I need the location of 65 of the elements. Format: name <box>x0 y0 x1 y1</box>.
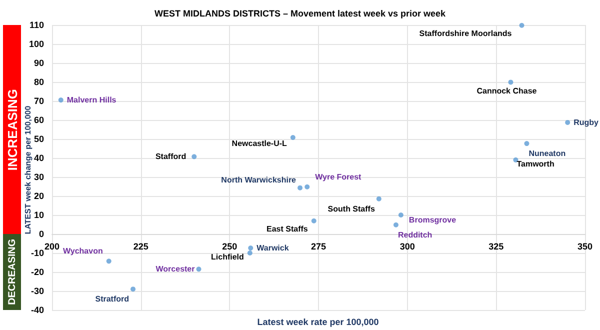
y-tick-label: 90 <box>34 58 44 68</box>
y-tick-label: 10 <box>34 210 44 220</box>
x-tick-label: 350 <box>577 242 593 252</box>
y-tick-label: -10 <box>30 248 44 258</box>
annotation: Nuneaton <box>528 149 566 158</box>
point <box>376 196 382 202</box>
annotation: North Warwickshire <box>221 175 297 184</box>
point <box>248 246 254 251</box>
annotation: Stafford <box>155 152 186 162</box>
point <box>393 222 398 228</box>
annotation: Cannock Chase <box>476 86 538 96</box>
point <box>58 98 64 103</box>
annotation: Wyre Forest <box>315 172 362 182</box>
x-tick-label: 300 <box>400 242 415 252</box>
y-tick-label: 60 <box>34 115 44 125</box>
y-tick-label: -30 <box>30 286 44 296</box>
y-tick-label: 20 <box>34 191 44 201</box>
point <box>192 154 197 160</box>
x-tick-label: 250 <box>222 242 238 252</box>
side-label-panel: INCREASING <box>3 25 21 234</box>
annotation: Rugby <box>574 118 600 127</box>
y-tick-label: 50 <box>34 134 44 144</box>
point <box>298 185 303 190</box>
y-tick-label: -20 <box>30 267 44 277</box>
y-tick-label: 40 <box>34 153 44 163</box>
point <box>565 120 570 125</box>
point <box>247 250 252 256</box>
y-tick-label: 70 <box>34 96 44 106</box>
side-label-panel: DECREASING <box>3 234 21 310</box>
annotation: Wychavon <box>62 246 103 256</box>
annotation: Staffordshire Moorlands <box>419 28 512 38</box>
x-tick-label: 225 <box>133 242 148 252</box>
annotation: Stratford <box>95 294 130 304</box>
point <box>311 218 316 224</box>
y-tick-label: 0 <box>38 229 44 239</box>
point <box>524 141 530 146</box>
x-axis-title: Latest week rate per 100,000 <box>257 317 379 327</box>
annotation: Warwick <box>256 244 290 253</box>
chart-title: WEST MIDLANDS DISTRICTS – Movement latest week vs prior week <box>154 8 447 18</box>
annotation: Worcester <box>156 264 195 274</box>
annotation: Bromsgrove <box>408 216 457 224</box>
y-tick-label: 80 <box>34 77 44 87</box>
y-tick-label: 100 <box>28 39 44 49</box>
point <box>508 80 514 85</box>
y-tick-label: 30 <box>34 172 44 182</box>
y-axis-title: LATEST week change per 100,000 <box>24 105 32 234</box>
annotation: East Staffs <box>266 224 308 234</box>
x-tick-label: 275 <box>310 242 326 252</box>
annotation: Tamworth <box>516 159 554 168</box>
annotation: Newcastle-U-L <box>232 138 288 148</box>
annotation: Lichfield <box>211 252 244 262</box>
x-tick-label: 325 <box>488 242 504 252</box>
point <box>130 286 136 292</box>
x-tick-label: 200 <box>44 242 60 252</box>
y-tick-label: 110 <box>29 20 44 30</box>
point <box>290 134 296 140</box>
annotation: Malvern Hills <box>66 96 117 105</box>
point <box>398 212 404 218</box>
annotation: Redditch <box>398 230 432 240</box>
y-tick-label: -40 <box>30 305 44 315</box>
point <box>106 258 112 264</box>
annotation: South Staffs <box>328 204 376 214</box>
point <box>196 266 202 272</box>
point <box>519 22 524 28</box>
point <box>304 184 310 190</box>
